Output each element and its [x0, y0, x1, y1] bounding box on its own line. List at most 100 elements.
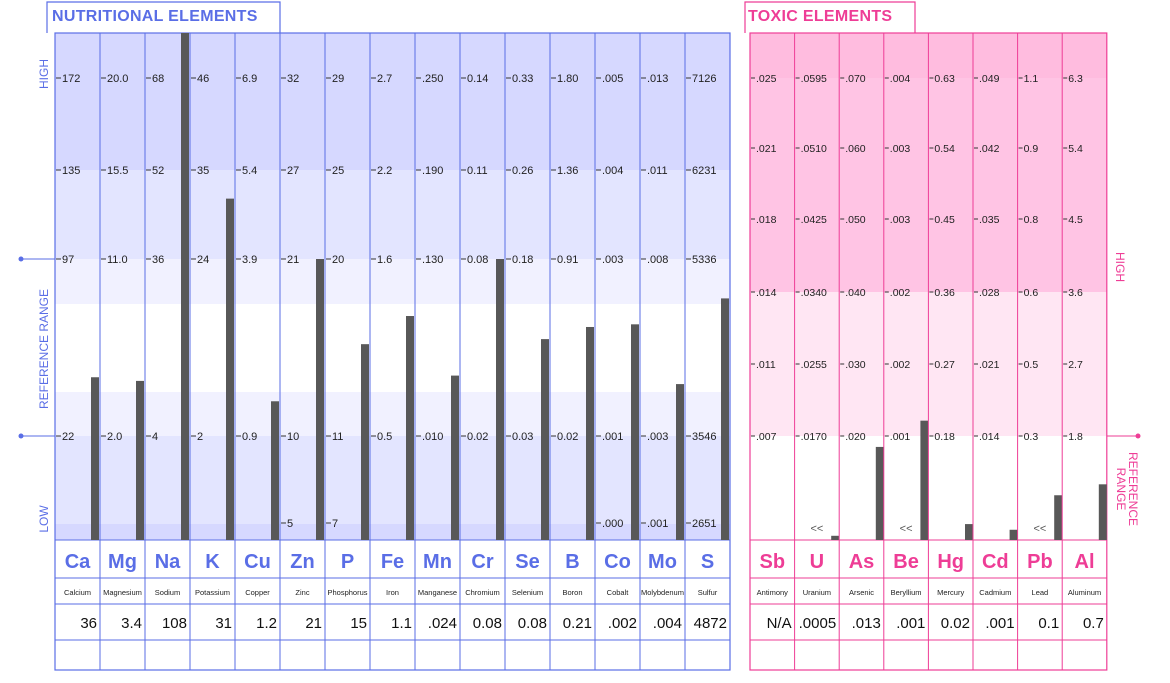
result-value: 4872 [694, 615, 727, 632]
tick-label: .190 [422, 165, 443, 177]
result-value: 21 [305, 615, 322, 632]
element-symbol: Pb [1027, 551, 1053, 573]
toxic-title-frame [744, 1, 916, 33]
bar-pb [1054, 495, 1063, 540]
element-name: Iron [386, 588, 399, 597]
below-range-marker: << [1033, 523, 1046, 535]
tick-label: 27 [287, 165, 299, 177]
tick-label: .003 [602, 254, 623, 266]
element-name: Arsenic [849, 588, 874, 597]
nutritional-band-5 [55, 436, 730, 524]
element-name: Aluminum [1068, 588, 1101, 597]
tick-label: 20 [332, 254, 344, 266]
result-value: 1.2 [256, 615, 277, 632]
tick-label: 5.4 [1068, 143, 1083, 155]
result-value: 31 [215, 615, 232, 632]
bar-mn [451, 375, 459, 540]
tick-label: 0.54 [934, 143, 955, 155]
tick-label: 68 [152, 73, 164, 85]
bar-fe [406, 316, 414, 540]
tick-label: 0.5 [1024, 359, 1039, 371]
tick-label: 20.0 [107, 73, 128, 85]
nutritional-band-3 [55, 304, 730, 392]
tick-label: 135 [62, 165, 80, 177]
tick-label: .003 [890, 143, 911, 155]
tick-label: 6.3 [1068, 73, 1083, 85]
element-name: Manganese [418, 588, 457, 597]
tick-label: .002 [890, 287, 911, 299]
tick-label: 2651 [692, 518, 716, 530]
bar-b [586, 326, 594, 540]
tick-label: .050 [845, 214, 866, 226]
result-value: 0.08 [518, 615, 547, 632]
tick-label: .250 [422, 73, 443, 85]
tick-label: .025 [756, 73, 777, 85]
tick-label: .000 [602, 518, 623, 530]
toxic-reference-label-line2: RANGE [1114, 468, 1128, 511]
tick-label: 2.0 [107, 431, 122, 443]
bar-mg [136, 380, 144, 540]
tick-label: 3546 [692, 431, 716, 443]
tick-label: 52 [152, 165, 164, 177]
tick-label: 1.36 [557, 165, 578, 177]
tick-label: 3.6 [1068, 287, 1083, 299]
tick-label: .001 [890, 431, 911, 443]
element-name: Chromium [465, 588, 500, 597]
tick-label: 0.3 [1024, 431, 1039, 443]
element-symbol: B [565, 551, 579, 573]
element-symbol: Ca [65, 551, 91, 573]
tick-label: .042 [979, 143, 1000, 155]
tick-label: 6.9 [242, 73, 257, 85]
tick-label: 5 [287, 518, 293, 530]
tick-label: 7126 [692, 73, 716, 85]
bar-co [631, 324, 639, 540]
tick-label: 0.9 [1024, 143, 1039, 155]
result-value: .0005 [799, 615, 837, 632]
tick-label: 0.9 [242, 431, 257, 443]
nutritional-reference-range-label: REFERENCE RANGE [37, 289, 51, 409]
element-symbol: Hg [937, 551, 964, 573]
result-value: 0.21 [563, 615, 592, 632]
tick-label: .0510 [801, 143, 827, 155]
toxic-reference-label-line1: REFERENCE [1126, 452, 1140, 526]
tick-label: 0.26 [512, 165, 533, 177]
tick-label: 0.91 [557, 254, 578, 266]
tick-label: 2.2 [377, 165, 392, 177]
tick-label: 2.7 [377, 73, 392, 85]
element-name: Sulfur [698, 588, 718, 597]
tick-label: 97 [62, 254, 74, 266]
element-symbol: Al [1075, 551, 1095, 573]
tick-label: 6231 [692, 165, 716, 177]
result-value: .004 [653, 615, 682, 632]
tick-label: 29 [332, 73, 344, 85]
tick-label: 0.11 [467, 165, 488, 177]
tick-label: 11.0 [107, 254, 128, 266]
tick-label: 0.27 [934, 359, 955, 371]
element-symbol: Fe [381, 551, 404, 573]
bar-ca [91, 377, 99, 540]
tick-label: 35 [197, 165, 209, 177]
tick-label: 25 [332, 165, 344, 177]
tick-label: 0.03 [512, 431, 533, 443]
element-name: Boron [562, 588, 582, 597]
tick-label: .021 [756, 143, 777, 155]
element-name: Calcium [64, 588, 91, 597]
tick-label: 36 [152, 254, 164, 266]
result-value: 0.02 [941, 615, 970, 632]
tick-label: 0.6 [1024, 287, 1039, 299]
tick-label: 0.02 [467, 431, 488, 443]
result-value: .013 [852, 615, 881, 632]
element-name: Selenium [512, 588, 543, 597]
nutritional-ref-dot-1 [18, 433, 24, 439]
result-value: .001 [985, 615, 1014, 632]
tick-label: .011 [756, 359, 776, 371]
tick-label: 1.8 [1068, 431, 1083, 443]
tick-label: .005 [602, 73, 623, 85]
tick-label: .060 [845, 143, 866, 155]
tick-label: 24 [197, 254, 209, 266]
tick-label: .040 [845, 287, 866, 299]
tick-label: 15.5 [107, 165, 128, 177]
result-value: N/A [767, 615, 792, 632]
element-symbol: Co [604, 551, 631, 573]
tick-label: .020 [845, 431, 866, 443]
